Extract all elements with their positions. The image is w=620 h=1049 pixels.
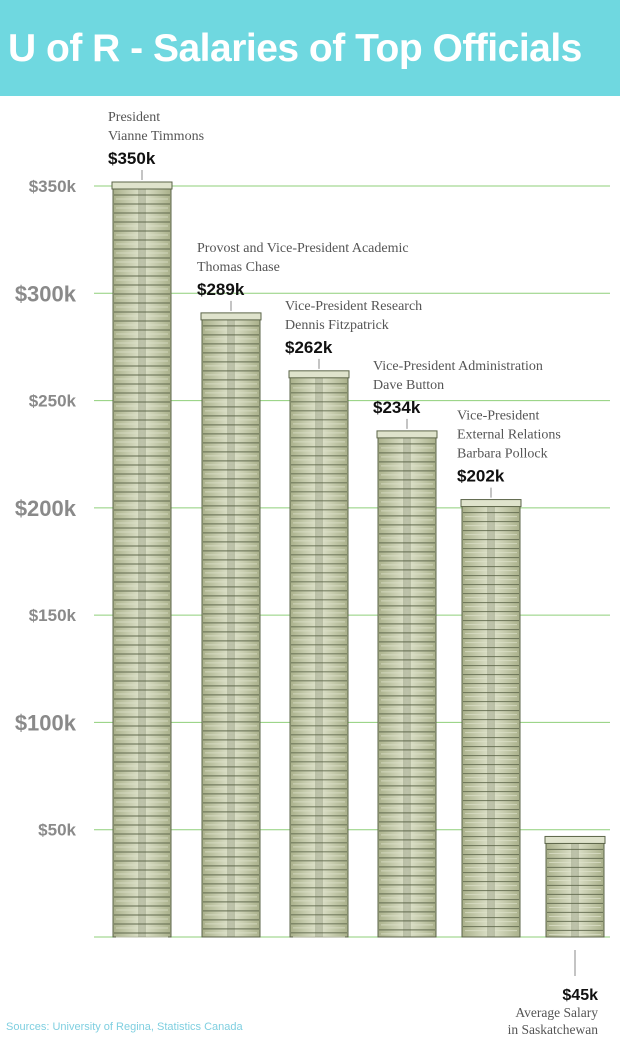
category-label: Dennis Fitzpatrick [285, 318, 389, 333]
money-stack-bar [288, 370, 350, 938]
bar-top [460, 499, 522, 508]
category-label: Vice-President Research [285, 299, 422, 314]
money-strap [315, 374, 323, 937]
category-label: Dave Button [373, 378, 444, 393]
value-label: $234k [373, 398, 421, 417]
category-label: in Saskatchewan [508, 1022, 599, 1037]
category-label: Vianne Timmons [108, 129, 204, 144]
category-label: President [108, 110, 160, 125]
bars [111, 181, 606, 938]
money-stack-bar [544, 835, 606, 938]
bar-top [111, 181, 173, 190]
y-tick-label: $250k [29, 392, 77, 411]
bar-top [288, 370, 350, 379]
money-strap [571, 840, 579, 937]
money-stack-bar [200, 312, 262, 938]
value-label: $262k [285, 338, 333, 357]
value-label: $289k [197, 280, 245, 299]
bar-top [544, 835, 606, 844]
money-strap [403, 434, 411, 937]
bar-annotation: President Vianne Timmons $350k [108, 110, 204, 180]
bar-top [376, 430, 438, 439]
value-label: $350k [108, 149, 156, 168]
bar-annotation: Provost and Vice-President Academic Thoma… [197, 241, 409, 311]
category-label: Vice-President Administration [373, 359, 543, 374]
y-tick-label: $350k [29, 177, 77, 196]
y-tick-label: $50k [38, 821, 76, 840]
bar-annotations: President Vianne Timmons $350k Provost and … [108, 110, 598, 1037]
chart-title: U of R - Salaries of Top Officials [8, 27, 582, 70]
y-axis: $50k $100k $150k $200k $250k $300k $350k [15, 177, 77, 840]
money-strap [138, 186, 146, 937]
money-strap [227, 316, 235, 938]
money-stack-bar [111, 181, 173, 938]
bar-annotation: Vice-President Administration Dave Button… [373, 359, 543, 429]
category-label: External Relations [457, 428, 561, 443]
category-label: Average Salary [515, 1005, 598, 1020]
bar-annotation: Vice-President External Relations Barbara … [457, 409, 561, 498]
title-banner: U of R - Salaries of Top Officials [0, 0, 620, 96]
category-label: Provost and Vice-President Academic [197, 241, 409, 256]
bar-body [112, 185, 172, 938]
value-label: $45k [562, 987, 598, 1004]
category-label: Barbara Pollock [457, 447, 548, 462]
y-tick-label: $100k [15, 710, 77, 735]
y-tick-label: $300k [15, 281, 77, 306]
y-tick-label: $150k [29, 606, 77, 625]
value-label: $202k [457, 467, 505, 486]
source-note: Sources: University of Regina, Statistic… [6, 1021, 243, 1033]
money-stack-bar [376, 430, 438, 938]
bar-annotation: Vice-President Research Dennis Fitzpatric… [285, 299, 422, 369]
category-label: Vice-President [457, 409, 539, 424]
gridlines [94, 185, 610, 938]
money-strap [487, 503, 495, 937]
money-stack-bar [460, 499, 522, 938]
category-label: Thomas Chase [197, 260, 280, 275]
y-tick-label: $200k [15, 496, 77, 521]
bar-top [200, 312, 262, 321]
